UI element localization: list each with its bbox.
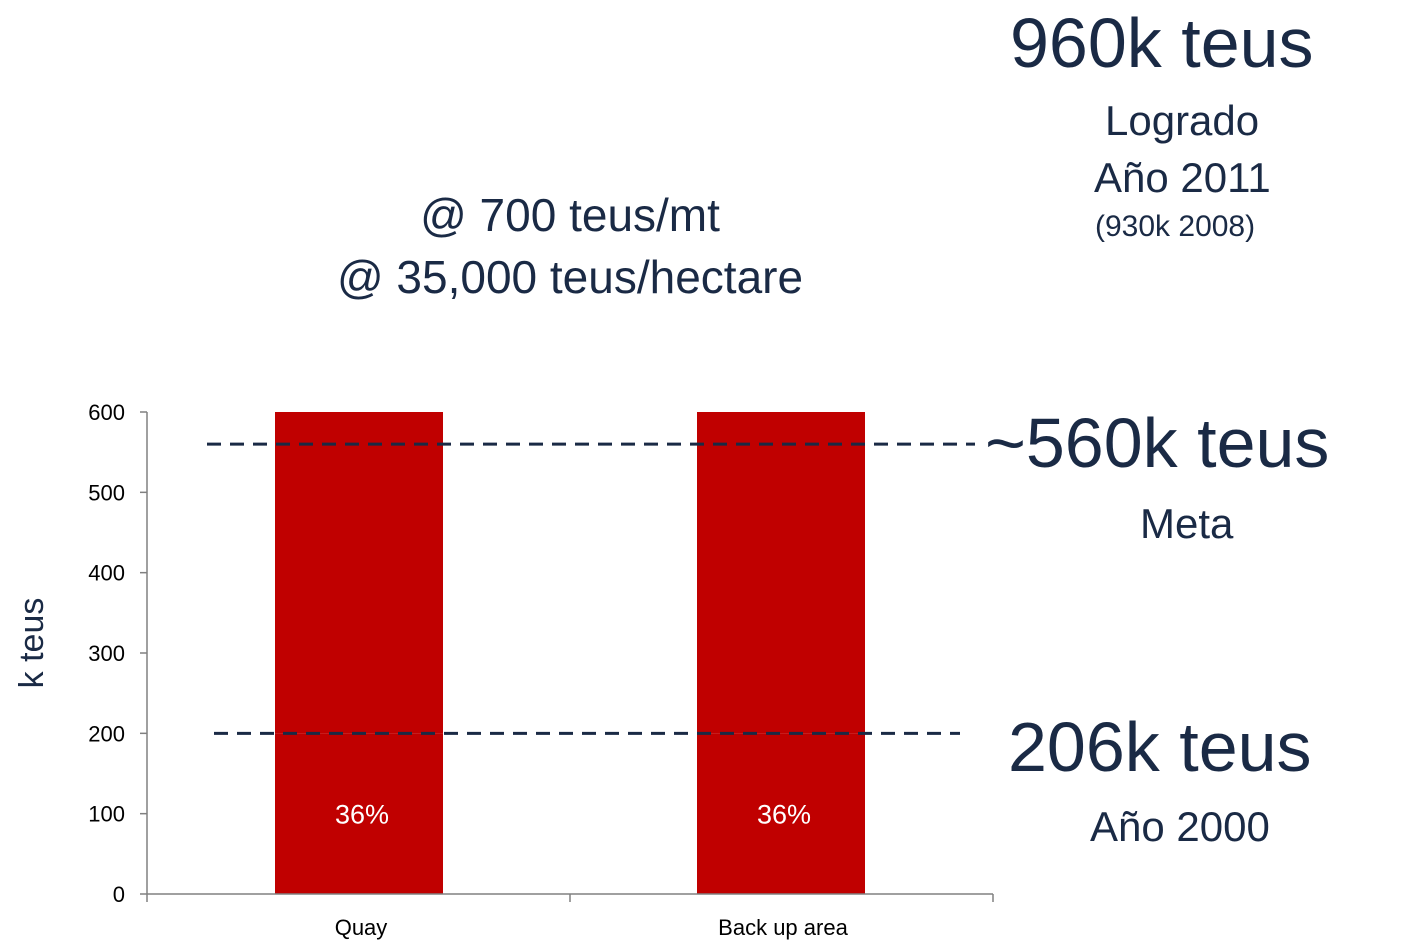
y-tick-label: 200 bbox=[88, 721, 125, 746]
y-tick-label: 100 bbox=[88, 802, 125, 827]
base-line-1: Año 2000 bbox=[1090, 803, 1270, 850]
bar-quay-segment-1 bbox=[275, 733, 443, 894]
y-axis-label: k teus bbox=[13, 598, 51, 689]
top-line-3: (930k 2008) bbox=[1095, 210, 1256, 243]
top-value-label: 960k teus bbox=[1010, 4, 1314, 82]
meta-line-1: Meta bbox=[1140, 500, 1234, 547]
bar-back-up-area-segment-2 bbox=[697, 412, 865, 734]
top-line-1: Logrado bbox=[1105, 97, 1260, 144]
top-line-2: Año 2011 bbox=[1094, 154, 1271, 201]
overlay-line-2: @ 35,000 teus/hectare bbox=[336, 251, 804, 303]
overlay-line-1: @ 700 teus/mt bbox=[420, 189, 720, 241]
y-tick-label: 600 bbox=[88, 400, 125, 425]
x-tick-label: Back up area bbox=[718, 915, 848, 940]
base-value-label: 206k teus bbox=[1008, 708, 1312, 786]
meta-value-label: ~560k teus bbox=[985, 404, 1330, 482]
bar-data-label: 36% bbox=[335, 800, 389, 830]
bar-back-up-area-segment-1 bbox=[697, 733, 865, 894]
y-tick-label: 0 bbox=[113, 882, 125, 907]
y-tick-label: 400 bbox=[88, 561, 125, 586]
x-tick-label: Quay bbox=[335, 915, 388, 940]
bar-data-label: 36% bbox=[757, 800, 811, 830]
bar-quay-segment-2 bbox=[275, 412, 443, 734]
y-tick-label: 500 bbox=[88, 480, 125, 505]
capacity-overlay: @ 700 teus/mt @ 35,000 teus/hectare bbox=[275, 172, 865, 318]
y-tick-label: 300 bbox=[88, 641, 125, 666]
